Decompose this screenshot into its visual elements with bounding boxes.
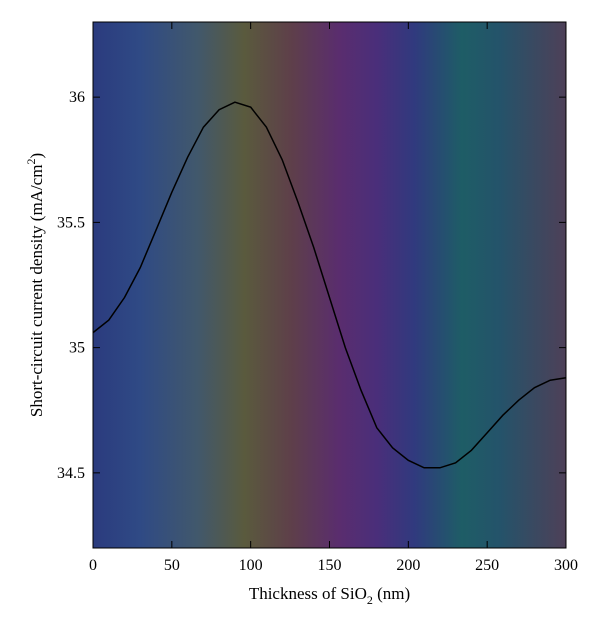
y-tick-label: 35.5	[57, 214, 85, 231]
series-line	[92, 101, 567, 469]
y-tick-label: 36	[69, 89, 85, 106]
y-tick-label: 34.5	[57, 465, 85, 482]
y-tick-label: 35	[69, 340, 85, 357]
x-tick-label: 50	[164, 557, 180, 574]
tick-labels: 0 50 100 150 200 250 300 34.5 35 35.5 36	[57, 89, 578, 574]
plot-frame	[92, 21, 567, 549]
x-tick-label: 100	[239, 557, 263, 574]
x-tick-label: 200	[396, 557, 420, 574]
y-axis-title: Short-circuit current density (mA/cm2)	[24, 153, 46, 417]
x-tick-label: 250	[475, 557, 499, 574]
x-tick-label: 300	[554, 557, 578, 574]
plot-background	[93, 22, 566, 548]
x-tick-label: 150	[318, 557, 342, 574]
x-axis-title: Thickness of SiO2 (nm)	[249, 584, 410, 607]
x-tick-label: 0	[89, 557, 97, 574]
